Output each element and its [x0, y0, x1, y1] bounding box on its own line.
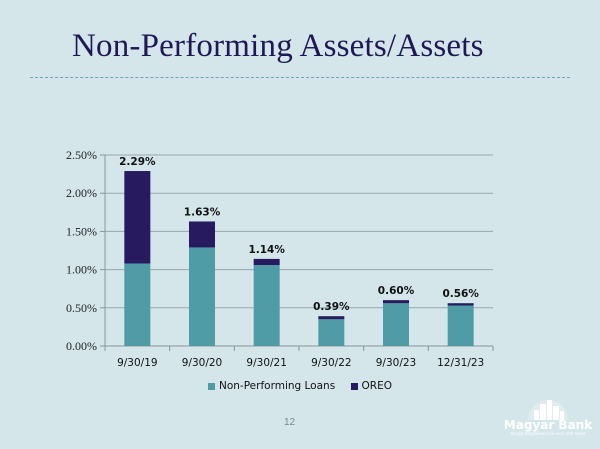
data-labels: 2.29% 1.63% 1.14% 0.39% 0.60% 0.56% [119, 156, 479, 313]
legend-label-oreo: OREO [361, 380, 392, 392]
x-tick-label: 9/30/20 [182, 357, 222, 369]
x-tick-label: 9/30/19 [117, 357, 157, 369]
x-tick-label: 9/30/23 [376, 357, 416, 369]
legend-swatch-npl [208, 382, 215, 390]
bar-segment-npl [318, 319, 345, 346]
y-tick-label: 1.00% [66, 263, 97, 277]
chart-legend: Non-Performing Loans OREO [0, 380, 600, 393]
data-label-total: 1.14% [248, 244, 285, 256]
bar-segment-oreo [383, 300, 409, 304]
x-axis: 9/30/19 9/30/20 9/30/21 9/30/22 9/30/23 12/31… [104, 345, 494, 369]
magyar-bank-logo: Magyar Bank Simply Magnificent for over … [500, 398, 596, 446]
data-label-total: 2.29% [119, 156, 156, 168]
bar-segment-oreo [189, 221, 215, 248]
bar-segment-oreo [318, 316, 345, 320]
y-axis: 0.00% 0.50% 1.00% 1.50% 2.00% 2.50% [66, 148, 106, 353]
bar-segment-npl [253, 265, 280, 346]
x-tick-label: 12/31/23 [437, 357, 484, 369]
logo-name: Magyar Bank [503, 418, 593, 432]
y-tick-label: 2.00% [66, 186, 97, 200]
legend-label-npl: Non-Performing Loans [219, 380, 336, 392]
y-tick-label: 1.50% [66, 224, 97, 238]
bar-segment-oreo [253, 258, 280, 266]
data-label-total: 1.63% [184, 206, 221, 218]
data-label-total: 0.39% [313, 301, 350, 313]
legend-swatch-oreo [350, 382, 358, 390]
legend-item-npl: Non-Performing Loans [208, 380, 335, 392]
skyline-icon [528, 400, 568, 420]
y-tick-label: 0.50% [66, 301, 97, 315]
title-divider [30, 77, 570, 78]
legend-item-oreo: OREO [350, 380, 392, 392]
bars [124, 171, 474, 346]
data-label-total: 0.60% [378, 285, 415, 297]
gridlines [105, 154, 493, 347]
bar-segment-npl [189, 247, 215, 346]
bar-segment-npl [124, 263, 151, 346]
logo-tagline: Simply Magnificent for over 100 Years [510, 431, 586, 436]
page-number: 12 [284, 417, 296, 428]
y-tick-label: 2.50% [66, 148, 97, 162]
slide-title: Non-Performing Assets/Assets [72, 28, 484, 64]
bar-segment-npl [447, 305, 474, 346]
data-label-total: 0.56% [442, 288, 479, 300]
bar-segment-oreo [124, 171, 151, 264]
bar-segment-oreo [447, 303, 474, 306]
y-tick-label: 0.00% [66, 339, 97, 353]
x-tick-label: 9/30/21 [246, 357, 286, 369]
bar-segment-npl [383, 303, 409, 346]
x-tick-label: 9/30/22 [311, 357, 351, 369]
